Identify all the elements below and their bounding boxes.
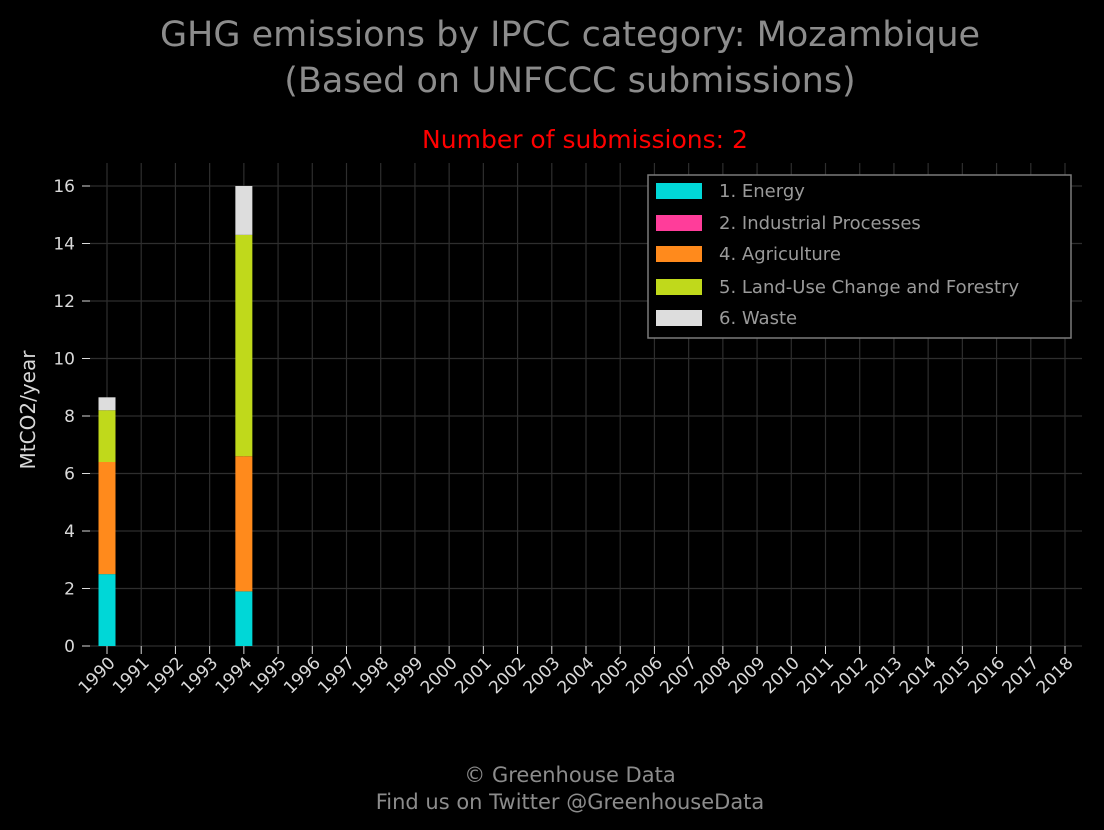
x-tick-label: 2010	[759, 653, 804, 698]
x-tick-label: 2018	[1033, 653, 1078, 698]
x-tick-label: 1998	[349, 653, 394, 698]
legend-label: 6. Waste	[719, 308, 797, 329]
x-tick-label: 1990	[75, 653, 120, 698]
x-axis: 1990199119921993199419951996199719981999…	[75, 646, 1078, 698]
x-tick-label: 1997	[314, 653, 359, 698]
y-tick-label: 2	[64, 580, 75, 600]
legend-label: 5. Land-Use Change and Forestry	[719, 277, 1019, 298]
x-tick-label: 1992	[143, 653, 188, 698]
bar-segment	[235, 186, 253, 235]
x-tick-label: 2015	[930, 653, 975, 698]
footer-twitter: Find us on Twitter @GreenhouseData	[376, 790, 765, 814]
bar-segment	[235, 591, 253, 646]
legend-label: 4. Agriculture	[719, 244, 841, 265]
bars	[98, 186, 253, 646]
y-tick-label: 14	[53, 235, 75, 255]
x-tick-label: 1999	[383, 653, 428, 698]
x-tick-label: 2014	[896, 653, 941, 698]
x-tick-label: 2013	[862, 653, 907, 698]
x-tick-label: 2003	[520, 653, 565, 698]
legend-box	[647, 174, 1072, 339]
y-tick-label: 12	[53, 292, 75, 312]
x-tick-label: 2000	[417, 653, 462, 698]
footer-copyright: © Greenhouse Data	[464, 763, 675, 787]
x-tick-label: 2007	[656, 653, 701, 698]
x-tick-label: 2009	[725, 653, 770, 698]
x-tick-label: 1996	[280, 653, 325, 698]
chart-subtitle: Number of submissions: 2	[422, 125, 748, 154]
y-axis-label: MtCO2/year	[16, 350, 40, 470]
y-axis: 0 2 4 6 8 10 12 14 16	[53, 177, 90, 657]
x-tick-label: 2011	[793, 653, 838, 698]
x-tick-label: 2017	[999, 653, 1044, 698]
y-tick-label: 16	[53, 177, 75, 197]
x-tick-label: 2005	[588, 653, 633, 698]
chart-title: GHG emissions by IPCC category: Mozambiq…	[160, 15, 980, 55]
chart-title-line2: (Based on UNFCCC submissions)	[284, 61, 855, 101]
x-tick-label: 1993	[177, 653, 222, 698]
x-tick-label: 1991	[109, 653, 154, 698]
legend-swatch	[656, 183, 702, 199]
legend-swatch	[656, 279, 702, 295]
legend: 1. Energy 2. Industrial Processes 4. Agric…	[647, 174, 1072, 339]
bar-segment	[235, 456, 253, 592]
x-tick-label: 2006	[622, 653, 667, 698]
y-tick-label: 6	[64, 465, 75, 485]
x-tick-label: 2012	[828, 653, 873, 698]
bar-segment	[235, 234, 253, 457]
y-tick-label: 0	[64, 637, 75, 657]
bar-segment	[98, 574, 116, 646]
legend-swatch	[656, 310, 702, 326]
legend-swatch	[656, 215, 702, 231]
x-tick-label: 2008	[691, 653, 736, 698]
bar-segment	[98, 397, 116, 411]
bar-segment	[98, 410, 116, 462]
x-tick-label: 2004	[554, 653, 599, 698]
legend-label: 2. Industrial Processes	[719, 213, 921, 234]
legend-label: 1. Energy	[719, 181, 805, 202]
x-tick-label: 2002	[485, 653, 530, 698]
x-tick-label: 1995	[246, 653, 291, 698]
x-tick-label: 2016	[964, 653, 1009, 698]
y-tick-label: 8	[64, 407, 75, 427]
bar-segment	[98, 462, 116, 575]
legend-swatch	[656, 246, 702, 262]
x-tick-label: 1994	[212, 653, 257, 698]
y-tick-label: 10	[53, 350, 75, 370]
y-tick-label: 4	[64, 522, 75, 542]
x-tick-label: 2001	[451, 653, 496, 698]
